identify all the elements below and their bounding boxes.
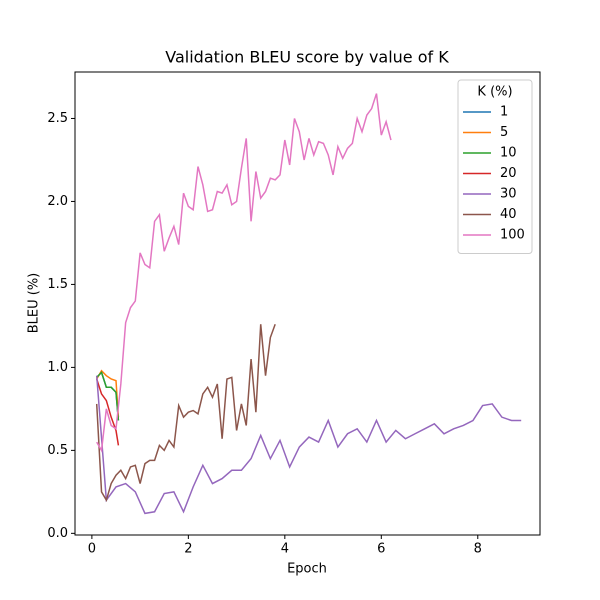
legend-box	[457, 79, 533, 254]
legend-label: 1	[500, 105, 508, 120]
series-line	[96, 369, 120, 418]
y-tick-label: 0.5	[47, 443, 68, 458]
legend-label: 5	[500, 125, 508, 140]
legend-label: 20	[500, 166, 517, 181]
x-tick-label: 4	[281, 542, 289, 557]
legend-label: 10	[500, 146, 517, 161]
x-tick-label: 6	[377, 542, 385, 557]
series-line	[95, 375, 522, 515]
legend-label: 40	[500, 207, 517, 222]
y-tick-label: 1.0	[47, 360, 68, 375]
chart-title: Validation BLEU score by value of K	[165, 48, 449, 67]
y-axis-label: BLEU (%)	[27, 273, 42, 334]
y-tick-label: 2.0	[47, 194, 68, 209]
y-tick-label: 2.5	[47, 111, 68, 126]
x-tick-label: 2	[184, 542, 192, 557]
plot-frame	[74, 71, 541, 536]
series-line	[95, 323, 276, 503]
x-axis-label: Epoch	[287, 562, 327, 577]
series-line	[95, 378, 120, 446]
y-tick-label: 1.5	[47, 277, 68, 292]
legend-title: K (%)	[477, 85, 512, 100]
x-tick-label: 0	[88, 542, 96, 557]
legend-label: 30	[500, 187, 517, 202]
series-line	[96, 370, 120, 421]
y-tick-label: 0.0	[47, 526, 68, 541]
legend-label: 100	[500, 228, 525, 243]
x-tick-label: 8	[474, 542, 482, 557]
series-line	[96, 93, 392, 453]
